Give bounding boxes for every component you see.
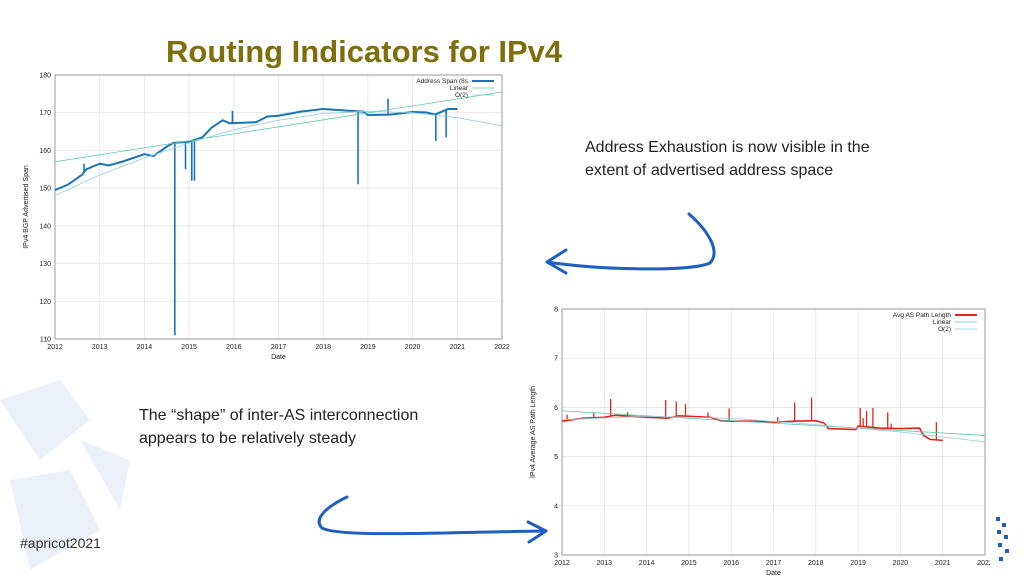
x-tick-label: 2015 [681, 560, 697, 567]
apricot-logo-icon [996, 517, 1009, 561]
x-tick-label: 2012 [554, 560, 570, 567]
x-tick-label: 2014 [639, 560, 655, 567]
as-path-length-chart: 2012 2013 2014 2015 2016 2017 2018 2019 2020 2021… [525, 302, 990, 576]
y-tick-label: 150 [39, 186, 51, 193]
x-tick-label: 2013 [92, 344, 108, 351]
x-tick-label: 2018 [315, 344, 331, 351]
x-tick-label: 2017 [271, 344, 287, 351]
x-axis-label: Date [271, 354, 286, 361]
x-tick-label: 2020 [893, 560, 909, 567]
y-tick-label: 180 [39, 73, 51, 80]
x-tick-label: 2016 [723, 560, 739, 567]
x-axis-label: Date [766, 570, 781, 576]
y-tick-label: 110 [40, 337, 51, 344]
series-line-linear [54, 91, 503, 163]
plot-frame [54, 74, 503, 340]
x-tick-label: 2015 [181, 344, 197, 351]
y-tick-label: 6 [554, 405, 558, 412]
x-tick-label: 2022 [494, 344, 510, 351]
x-tick-label: 2021 [450, 344, 466, 351]
address-exhaustion-note: Address Exhaustion is now visible in the… [585, 139, 870, 179]
x-tick-label: 2018 [808, 560, 824, 567]
interconnection-note: The “shape” of inter-AS interconnection … [139, 407, 419, 447]
x-tick-label: 2012 [47, 344, 63, 351]
hashtag: #apricot2021 [20, 535, 101, 551]
y-tick-label: 130 [39, 261, 51, 268]
arrow-to-bottom-chart [317, 495, 548, 544]
y-tick-label: 140 [39, 223, 51, 230]
x-tick-label: 2019 [360, 344, 376, 351]
y-tick-label: 160 [39, 148, 51, 155]
series-line-main [54, 107, 458, 191]
y-tick-label: 120 [39, 299, 51, 306]
y-tick-label: 8 [554, 307, 558, 314]
series-line-o2 [54, 110, 503, 197]
y-tick-label: 3 [554, 553, 558, 560]
plot-frame [561, 308, 986, 556]
x-tick-label: 2013 [597, 560, 613, 567]
address-span-chart: 2012 2013 2014 2015 2016 2017 2018 2019 2020 2021… [18, 68, 513, 365]
legend-label: O(2) [455, 92, 468, 99]
y-tick-label: 5 [554, 454, 558, 461]
legend-label: Avg AS Path Length [893, 312, 951, 319]
legend-label: O(2) [938, 326, 951, 333]
y-tick-label: 7 [554, 356, 558, 363]
background-decoration [0, 380, 130, 570]
legend-label: Linear [450, 85, 469, 92]
x-tick-label: 2020 [405, 344, 421, 351]
slide-title: Routing Indicators for IPv4 [166, 34, 563, 68]
legend-label: Linear [933, 319, 952, 326]
x-tick-label: 2017 [766, 560, 782, 567]
x-tick-label: 2022 [977, 560, 990, 567]
x-tick-label: 2014 [137, 344, 153, 351]
x-tick-label: 2019 [850, 560, 866, 567]
series-line-main [561, 414, 943, 442]
x-tick-label: 2021 [935, 560, 951, 567]
y-tick-label: 170 [39, 110, 51, 117]
y-axis-label: IPv4 Average AS Path Length [530, 386, 537, 478]
y-axis-label: IPv4 BGP Advertised Span [23, 165, 30, 249]
series-line-linear [561, 410, 986, 436]
x-tick-label: 2016 [226, 344, 242, 351]
y-tick-label: 4 [554, 503, 558, 510]
legend-label: Address Span (8s [416, 78, 468, 85]
arrow-to-top-chart [545, 212, 716, 275]
series-line-o2 [561, 415, 986, 443]
